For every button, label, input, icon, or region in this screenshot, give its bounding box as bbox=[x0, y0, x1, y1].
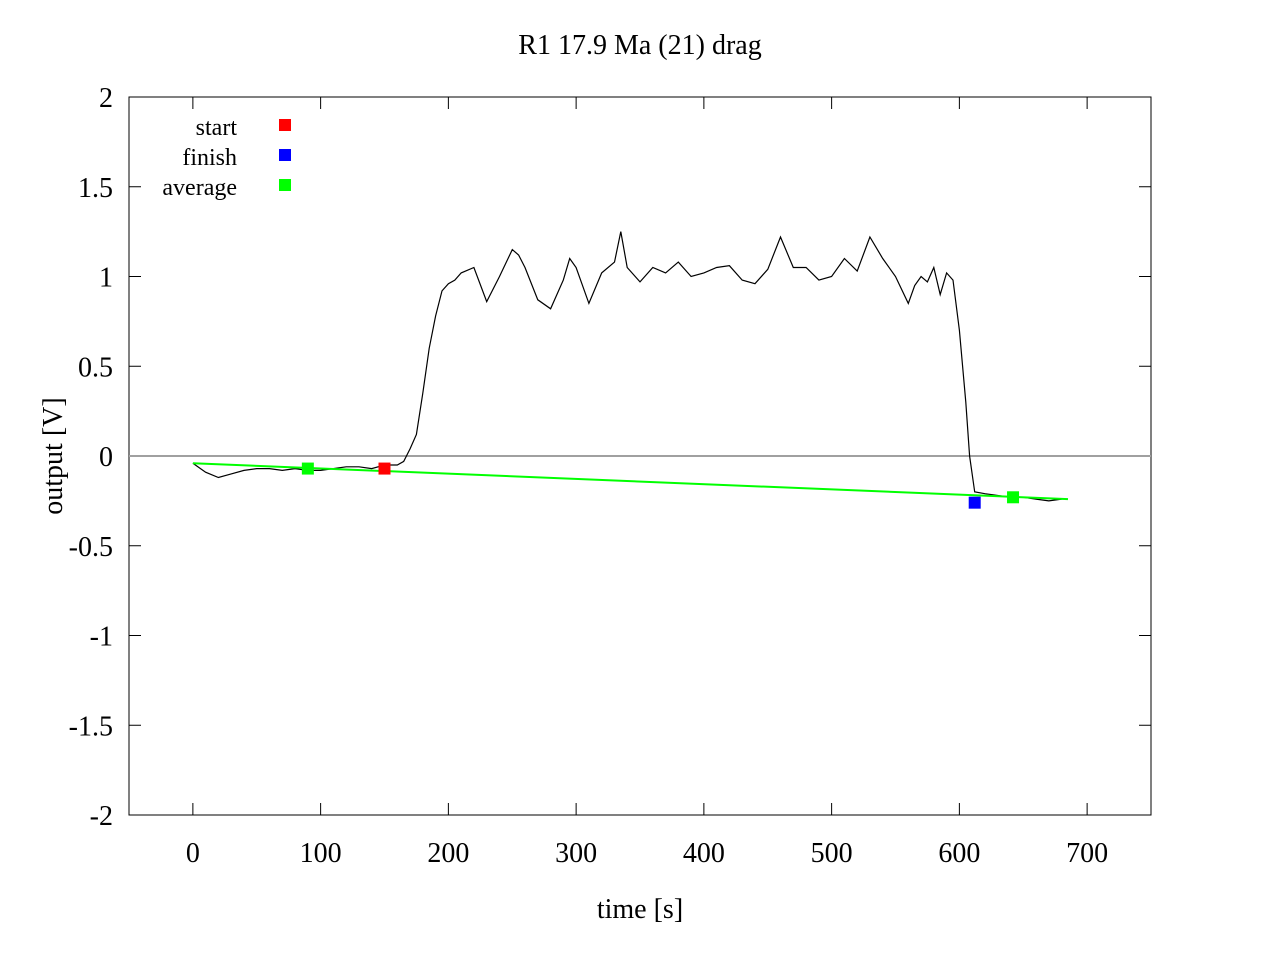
y-tick-label: 0.5 bbox=[78, 352, 113, 383]
y-tick-label: -1.5 bbox=[69, 711, 113, 742]
marker-average bbox=[301, 462, 314, 475]
marker-finish bbox=[968, 496, 981, 509]
y-tick-label: -0.5 bbox=[69, 532, 113, 563]
y-tick-label: -2 bbox=[90, 801, 113, 832]
legend: start finish average bbox=[162, 115, 291, 201]
x-tick-label: 100 bbox=[300, 838, 342, 869]
y-tick-label: 2 bbox=[99, 83, 113, 114]
x-tick-label: 400 bbox=[683, 838, 725, 869]
series-line-output bbox=[192, 231, 1062, 502]
data-markers bbox=[301, 462, 1020, 509]
x-tick-label: 0 bbox=[186, 838, 200, 869]
y-tick-label: 0 bbox=[99, 442, 113, 473]
y-tick-label: -1 bbox=[90, 622, 113, 653]
marker-start bbox=[378, 462, 391, 475]
chart-title: R1 17.9 Ma (21) drag bbox=[518, 30, 761, 61]
x-tick-label: 200 bbox=[427, 838, 469, 869]
y-axis-ticks: -2 -1.5 -1 -0.5 0 0.5 1 1.5 2 bbox=[69, 83, 1151, 832]
y-tick-label: 1.5 bbox=[78, 173, 113, 204]
x-tick-label: 600 bbox=[938, 838, 980, 869]
legend-swatch-start bbox=[279, 119, 291, 131]
plot-area bbox=[129, 231, 1151, 502]
y-tick-label: 1 bbox=[99, 263, 113, 294]
y-axis-label: output [V] bbox=[38, 397, 69, 514]
legend-swatch-finish bbox=[279, 149, 291, 161]
x-tick-label: 500 bbox=[811, 838, 853, 869]
legend-label-average: average bbox=[162, 175, 237, 201]
x-axis-ticks: 0 100 200 300 400 500 600 700 bbox=[186, 97, 1108, 869]
x-axis-label: time [s] bbox=[597, 894, 683, 925]
x-tick-label: 300 bbox=[555, 838, 597, 869]
legend-swatch-average bbox=[279, 179, 291, 191]
series-line-average-fit bbox=[192, 462, 1069, 501]
legend-label-start: start bbox=[196, 115, 238, 141]
marker-average bbox=[1007, 491, 1020, 504]
legend-label-finish: finish bbox=[182, 145, 237, 171]
x-tick-label: 700 bbox=[1066, 838, 1108, 869]
